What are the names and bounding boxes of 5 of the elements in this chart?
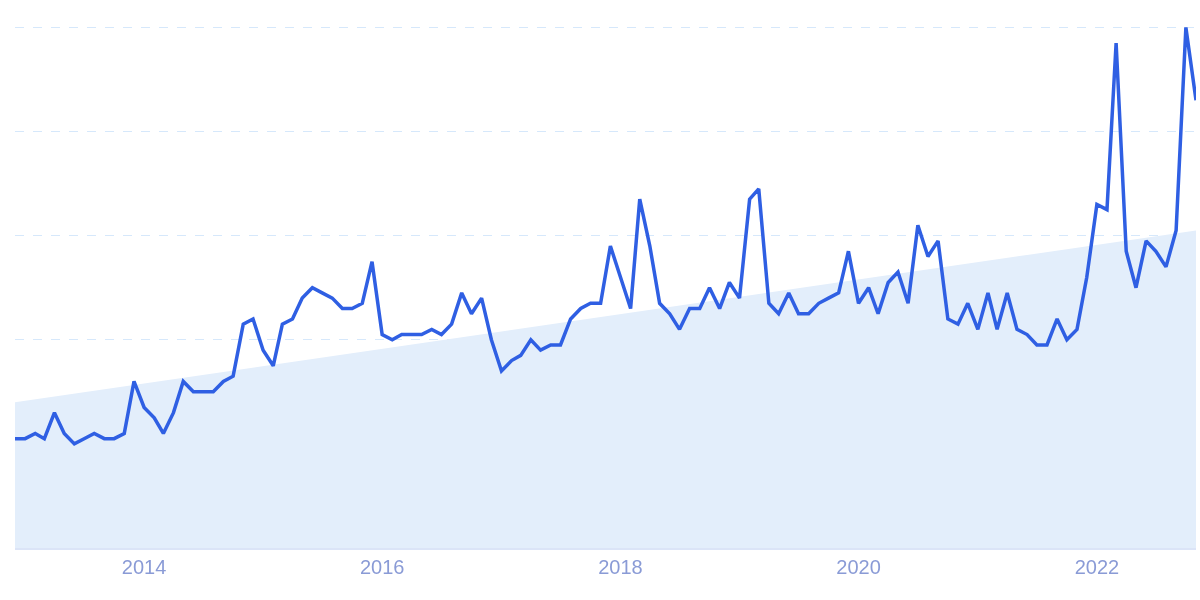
x-tick-label: 2018: [598, 555, 643, 578]
x-tick-label: 2020: [836, 555, 881, 578]
x-tick-label: 2022: [1074, 555, 1120, 578]
x-tick-label: 2014: [121, 555, 167, 578]
x-tick-label: 2016: [359, 555, 405, 578]
